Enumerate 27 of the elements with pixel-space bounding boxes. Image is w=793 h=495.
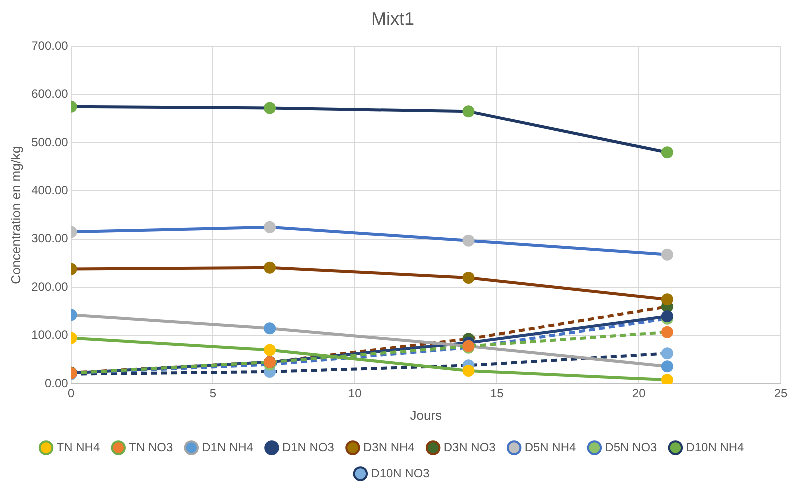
x-tick-label: 5: [210, 386, 217, 401]
legend-label: D3N NH4: [363, 440, 416, 454]
legend-label: D10N NH4: [686, 440, 745, 454]
y-tick-label: 400.00: [32, 184, 69, 198]
y-tick-label: 100.00: [32, 328, 69, 342]
x-tick-label: 0: [68, 386, 75, 401]
y-tick-label: 200.00: [32, 280, 69, 294]
chart-title: Mixt1: [371, 8, 415, 29]
x-tick-label: 25: [774, 386, 788, 401]
y-tick-label: 300.00: [32, 232, 69, 246]
y-tick-label: 700.00: [32, 38, 69, 53]
legend-label: D5N NH4: [524, 440, 577, 454]
legend-label: D10N NO3: [371, 466, 430, 480]
y-tick-label: 500.00: [32, 135, 69, 150]
x-axis-title: Jours: [410, 408, 443, 423]
legend-label: D1N NO3: [282, 440, 335, 454]
x-tick-label: 20: [632, 386, 646, 401]
legend-label: TN NH4: [56, 440, 100, 454]
y-axis-title: Concentration en mg/kg: [8, 146, 24, 284]
y-tick-label: 600.00: [32, 87, 69, 102]
legend-label: D5N NO3: [605, 440, 658, 454]
x-tick-label: 10: [348, 386, 362, 401]
legend-label: D1N NH4: [202, 440, 254, 454]
x-tick-label: 15: [490, 386, 504, 401]
y-tick-label: 0.00: [44, 376, 69, 390]
legend-label: TN NO3: [129, 440, 174, 454]
legend-label: D3N NO3: [444, 440, 496, 454]
